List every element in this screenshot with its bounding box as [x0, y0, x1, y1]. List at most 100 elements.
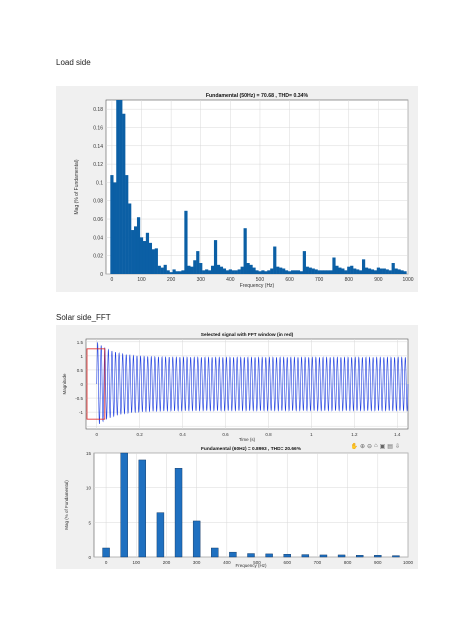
- fft-bar: [148, 242, 153, 274]
- plot-area: [105, 99, 409, 275]
- fft-bar: [279, 267, 283, 274]
- fft-bar: [301, 554, 310, 558]
- y-axis-label: Mag (% of Fundamental): [64, 480, 69, 530]
- fft-bar: [261, 270, 265, 274]
- toolbar-save-icon[interactable]: ▤: [387, 444, 393, 450]
- y-tick-label: -0.5: [75, 396, 83, 401]
- chart-title: Fundamental (60Hz) = 0.8993 , THD= 20.66…: [201, 446, 302, 452]
- fft-bar: [403, 271, 407, 274]
- fft-bar: [290, 270, 295, 274]
- fft-bar: [131, 230, 135, 274]
- fft-bar: [337, 554, 346, 558]
- fft-bar: [302, 251, 306, 274]
- toolbar-export-icon[interactable]: ⇩: [394, 444, 400, 450]
- fft-bar: [326, 270, 330, 274]
- x-tick-label: 0.6: [222, 432, 229, 437]
- fft-bar: [172, 269, 176, 274]
- fft-bar: [276, 266, 280, 274]
- toolbar-pan-icon[interactable]: ✋: [350, 444, 358, 450]
- fft-bar: [359, 270, 363, 274]
- fft-bar: [247, 553, 255, 558]
- fft-bar: [299, 271, 304, 274]
- fft-bar: [255, 270, 259, 274]
- y-tick-label: 0.1: [96, 180, 103, 186]
- toolbar-zoom-in-icon[interactable]: ⊕: [359, 444, 365, 450]
- fft-bar: [347, 266, 351, 274]
- x-tick-label: 800: [345, 277, 354, 283]
- x-tick-label: 700: [315, 277, 324, 283]
- fft-bar: [285, 270, 289, 274]
- fft-bar: [216, 264, 221, 274]
- fft-bar: [222, 268, 227, 274]
- fft-bar: [199, 263, 203, 274]
- x-tick-label: 300: [193, 560, 201, 565]
- fft-bar: [392, 555, 400, 558]
- fft-bar: [110, 175, 114, 274]
- fft-bar: [142, 241, 147, 274]
- fft-bar: [353, 268, 357, 274]
- fft-bar: [229, 551, 237, 558]
- fft-bar: [145, 232, 150, 274]
- x-axis-label: Frequency (Hz): [240, 283, 275, 289]
- fft-bar: [139, 237, 144, 274]
- fft-bar: [332, 257, 336, 274]
- fft-bar: [163, 264, 167, 274]
- fft-bar: [283, 554, 291, 558]
- fft-bar: [385, 269, 389, 274]
- fft-bar: [355, 555, 364, 558]
- x-tick-label: 1.2: [351, 432, 358, 437]
- y-tick-label: 0.12: [93, 162, 103, 168]
- fft-bar: [210, 265, 215, 274]
- fft-bar: [356, 269, 360, 274]
- fft-bar: [157, 265, 161, 274]
- y-tick-label: 5: [88, 520, 91, 525]
- fft-bar: [116, 100, 120, 274]
- x-tick-label: 0.8: [265, 432, 272, 437]
- fft-bar: [394, 268, 398, 274]
- fft-bar: [156, 512, 165, 558]
- toolbar-home-icon[interactable]: ⌂: [374, 443, 378, 449]
- y-tick-label: 1: [80, 354, 83, 359]
- x-tick-label: 800: [344, 560, 352, 565]
- toolbar-zoom-out-icon[interactable]: ⊖: [366, 444, 372, 450]
- fft-bar: [246, 263, 250, 274]
- fft-bar: [187, 265, 191, 274]
- fft-bar: [320, 270, 324, 274]
- x-axis-label: Frequency (Hz): [235, 563, 267, 568]
- fft-bar: [382, 268, 386, 274]
- x-tick-label: 300: [197, 277, 206, 283]
- fft-bar: [391, 263, 395, 274]
- fft-bar: [314, 269, 318, 274]
- fft-bar: [350, 265, 354, 274]
- fft-bar: [136, 217, 141, 274]
- x-tick-label: 1000: [403, 560, 414, 565]
- y-axis-label: Mag (% of Fundamental): [74, 159, 80, 214]
- fft-window-marker: [86, 348, 106, 420]
- toolbar-datatip-icon[interactable]: ▣: [379, 444, 386, 450]
- fft-bar: [293, 270, 298, 274]
- fft-bar: [192, 520, 201, 558]
- fft-bar: [120, 452, 128, 558]
- fft-bar: [196, 251, 200, 274]
- x-tick-label: 0: [105, 560, 108, 565]
- fft-bar: [400, 270, 404, 274]
- fft-bar: [258, 271, 262, 274]
- x-tick-label: 1: [310, 432, 313, 437]
- fft-bar: [243, 228, 247, 274]
- y-tick-label: 0.14: [93, 144, 103, 150]
- fft-bar: [364, 267, 369, 274]
- x-tick-label: 1000: [402, 277, 413, 283]
- fft-bar: [335, 265, 339, 274]
- fft-bar: [341, 268, 345, 274]
- fft-bar: [213, 240, 218, 274]
- fft-bar: [388, 270, 392, 274]
- fft-bar: [202, 270, 206, 274]
- y-tick-label: 15: [86, 451, 92, 456]
- fft-bar: [119, 100, 123, 274]
- fft-bar: [219, 266, 224, 274]
- y-tick-label: 1.5: [77, 340, 84, 345]
- load-side-caption: Load side: [56, 58, 91, 67]
- fft-bar: [373, 270, 378, 274]
- fft-bar: [175, 271, 179, 274]
- fft-bar: [265, 553, 273, 558]
